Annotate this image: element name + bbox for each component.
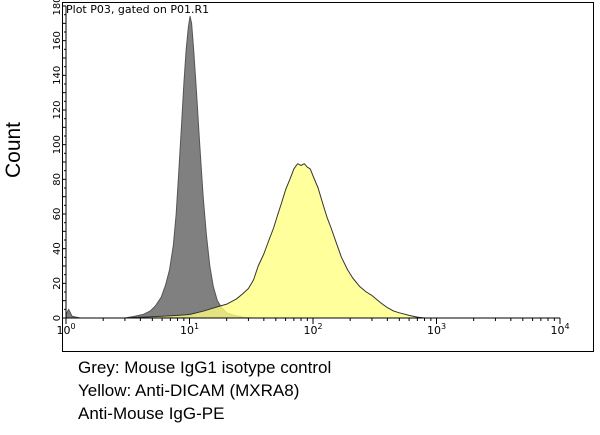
y-tick-label: 40 [52,242,63,255]
histogram-series-2 [65,163,426,319]
x-tick-label: 104 [550,322,569,337]
caption-secondary-line: Anti-Mouse IgG-PE [78,404,225,423]
plot-title: Plot P03, gated on P01.R1 [66,3,210,16]
x-tick-label: 101 [180,322,199,337]
y-tick-label: 0 [52,315,63,321]
y-tick-label: 20 [52,277,63,290]
figure-caption: Grey: Mouse IgG1 isotype control Yellow:… [78,356,331,425]
y-tick-label: 160 [52,31,63,50]
y-tick-label: 80 [52,173,63,186]
x-tick-label: 100 [56,322,75,337]
histogram-series-1 [65,15,253,319]
x-tick-label: 102 [303,322,322,337]
y-tick-label: 140 [52,66,63,85]
y-tick-label: 120 [52,100,63,119]
x-tick-label: 103 [427,322,446,337]
caption-grey-line: Grey: Mouse IgG1 isotype control [78,358,332,377]
caption-yellow-line: Yellow: Anti-DICAM (MXRA8) [78,381,300,400]
y-tick-label: 180 [52,0,63,16]
y-tick-label: 60 [52,208,63,221]
y-tick-label: 100 [52,135,63,154]
